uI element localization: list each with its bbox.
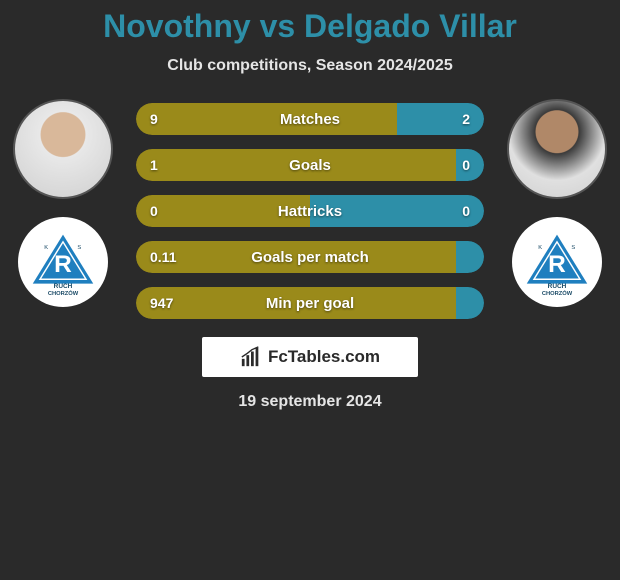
comparison-title: Novothny vs Delgado Villar xyxy=(0,8,620,45)
svg-text:RUCH: RUCH xyxy=(54,283,73,290)
club-badge-icon: R RUCH CHORZÓW K S xyxy=(521,226,593,298)
player1-avatar xyxy=(13,99,113,199)
stat-bar-left-fill xyxy=(136,103,397,135)
svg-text:CHORZÓW: CHORZÓW xyxy=(48,289,79,297)
stat-bar: Goals per match0.11 xyxy=(136,241,484,273)
infographic-container: Novothny vs Delgado Villar Club competit… xyxy=(0,0,620,411)
main-row: R RUCH CHORZÓW K S Matches92 Goals10 Hattr… xyxy=(0,99,620,319)
right-side-col: R RUCH CHORZÓW K S xyxy=(502,99,612,307)
stat-bar: Min per goal947 xyxy=(136,287,484,319)
branding-text: FcTables.com xyxy=(268,347,380,367)
stat-bar-right-fill xyxy=(310,195,484,227)
svg-text:CHORZÓW: CHORZÓW xyxy=(542,289,573,297)
club-badge-icon: R RUCH CHORZÓW K S xyxy=(27,226,99,298)
chart-icon xyxy=(240,346,262,368)
stat-bar-right-fill xyxy=(456,149,484,181)
svg-text:K: K xyxy=(538,245,542,251)
stat-bar-left-fill xyxy=(136,287,456,319)
stat-bar: Goals10 xyxy=(136,149,484,181)
svg-text:S: S xyxy=(77,245,81,251)
stat-bar: Matches92 xyxy=(136,103,484,135)
stat-bar-left-fill xyxy=(136,149,456,181)
svg-text:R: R xyxy=(548,251,566,278)
comparison-subtitle: Club competitions, Season 2024/2025 xyxy=(0,57,620,75)
svg-text:R: R xyxy=(54,251,72,278)
svg-text:K: K xyxy=(44,245,48,251)
stat-bar-right-fill xyxy=(397,103,484,135)
stat-bar-left-fill xyxy=(136,195,310,227)
player2-avatar xyxy=(507,99,607,199)
player2-club-logo: R RUCH CHORZÓW K S xyxy=(512,217,602,307)
branding-badge: FcTables.com xyxy=(202,337,418,377)
left-side-col: R RUCH CHORZÓW K S xyxy=(8,99,118,307)
stat-bar: Hattricks00 xyxy=(136,195,484,227)
stat-bars-column: Matches92 Goals10 Hattricks00 Goals per mat… xyxy=(136,99,484,319)
stat-bar-right-fill xyxy=(456,287,484,319)
stat-bar-left-fill xyxy=(136,241,456,273)
stat-bar-right-fill xyxy=(456,241,484,273)
svg-text:RUCH: RUCH xyxy=(548,283,567,290)
player1-club-logo: R RUCH CHORZÓW K S xyxy=(18,217,108,307)
svg-text:S: S xyxy=(571,245,575,251)
date-line: 19 september 2024 xyxy=(0,393,620,411)
